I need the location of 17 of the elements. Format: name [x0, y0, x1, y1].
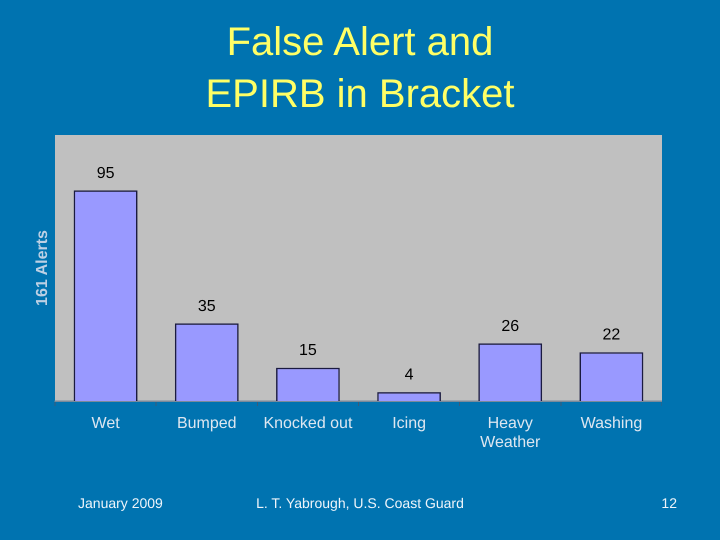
text: January 2009 — [78, 495, 163, 511]
text: L. T. Yabrough, U.S. Coast Guard — [256, 495, 464, 511]
x-tick-label: Wet — [92, 415, 120, 432]
x-tick-label: Washing — [580, 415, 642, 432]
data-label: 4 — [404, 366, 414, 384]
data-label: 15 — [299, 342, 317, 360]
x-tick-label: Icing — [392, 415, 426, 432]
data-label: 22 — [602, 326, 620, 344]
x-tick-label: Heavy Weather — [480, 415, 542, 452]
y-axis-title: 161 Alerts — [34, 230, 52, 306]
data-label: 26 — [501, 318, 520, 335]
chart-title: False Alert and EPIRB in Bracket — [204, 19, 516, 118]
x-tick-label: Bumped — [176, 415, 237, 432]
x-tick-label: Knocked out — [263, 415, 353, 432]
data-label: 35 — [198, 298, 216, 315]
text: 12 — [661, 495, 677, 511]
data-label: 95 — [96, 164, 115, 182]
